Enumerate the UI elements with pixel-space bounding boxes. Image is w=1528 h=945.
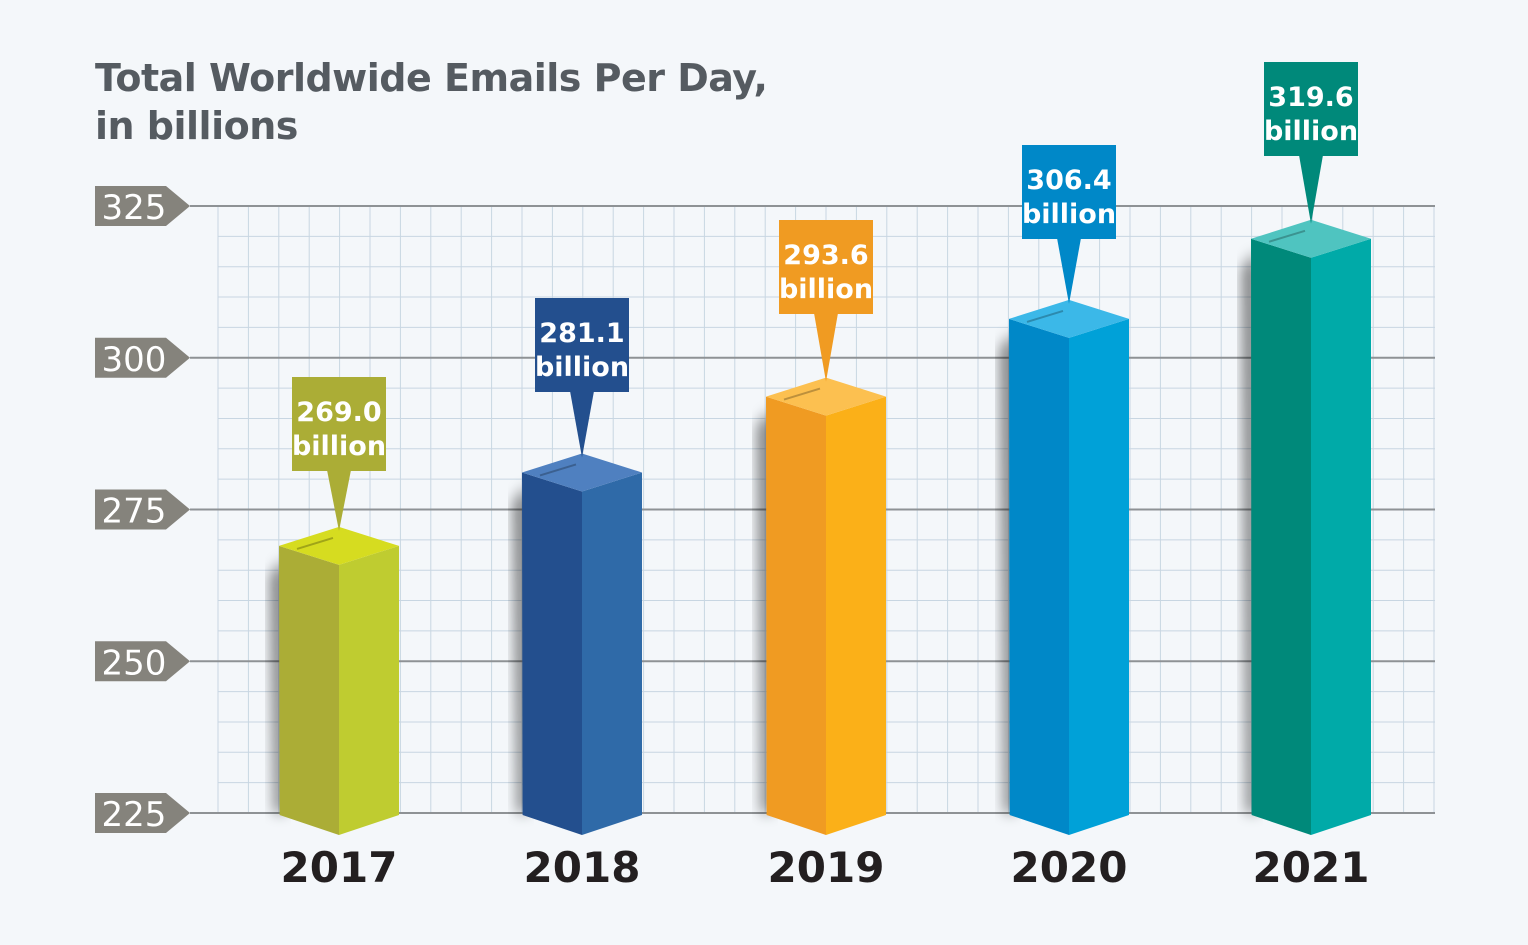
bar-face-right <box>1069 318 1129 836</box>
callout-pointer <box>327 470 351 531</box>
y-tick-label: 325 <box>102 188 167 228</box>
bar-face-right <box>1311 238 1371 835</box>
y-tick-badge <box>95 793 190 833</box>
y-tick-badge <box>95 489 190 530</box>
callout-value: 319.6 <box>1268 82 1353 113</box>
callout-box <box>1022 145 1116 239</box>
y-tick-badge <box>95 641 190 682</box>
y-tick-badge <box>95 186 190 226</box>
bar-face-left <box>1251 238 1311 835</box>
y-tick-325: 325 <box>95 186 190 228</box>
bar-top-groove <box>1026 309 1064 323</box>
y-tick-250: 250 <box>95 641 190 683</box>
bar-face-right <box>826 396 886 835</box>
callout-unit: billion <box>1022 199 1116 230</box>
x-tick-label-2019: 2019 <box>768 843 885 892</box>
x-tick-label-2017: 2017 <box>281 843 398 892</box>
callout-value: 306.4 <box>1026 165 1111 196</box>
callout-value: 281.1 <box>539 318 624 349</box>
y-tick-label: 250 <box>102 643 167 683</box>
callout-pointer <box>1057 238 1081 304</box>
bar-face-left <box>766 396 826 835</box>
callout-pointer <box>1299 155 1323 224</box>
bar-face-top <box>279 526 399 565</box>
callout-box <box>535 298 629 392</box>
x-tick-label-2018: 2018 <box>524 843 641 892</box>
chart-title-line-2: in billions <box>95 104 298 148</box>
bar-top-groove <box>1268 229 1306 243</box>
y-tick-label: 225 <box>102 795 167 835</box>
callout-unit: billion <box>779 274 873 305</box>
chart-title-line-1: Total Worldwide Emails Per Day, <box>95 56 768 100</box>
bar-face-top <box>1251 219 1371 258</box>
y-tick-label: 275 <box>102 492 167 532</box>
callout-box <box>779 220 873 314</box>
bar-2019 <box>758 377 886 835</box>
y-tick-badge <box>95 337 190 378</box>
bar-face-left <box>522 472 582 835</box>
bar-2018 <box>514 453 642 835</box>
callout-unit: billion <box>1264 116 1358 147</box>
bar-face-left <box>279 545 339 835</box>
callout-unit: billion <box>292 431 386 462</box>
bar-top-groove <box>296 536 334 550</box>
callout-pointer <box>814 313 838 382</box>
bar-2020 <box>1001 299 1129 836</box>
bar-face-top <box>522 453 642 492</box>
x-tick-label-2020: 2020 <box>1011 843 1128 892</box>
callout-value: 269.0 <box>296 397 381 428</box>
bar-face-right <box>339 545 399 835</box>
bar-top-groove <box>539 463 577 477</box>
y-tick-300: 300 <box>95 337 190 380</box>
bar-face-right <box>582 472 642 835</box>
bar-2017 <box>271 526 399 835</box>
callout-box <box>292 377 386 471</box>
bar-top-groove <box>783 387 821 401</box>
y-tick-225: 225 <box>95 793 190 835</box>
y-tick-275: 275 <box>95 489 190 532</box>
x-tick-label-2021: 2021 <box>1253 843 1370 892</box>
callout-pointer <box>570 391 594 458</box>
callout-unit: billion <box>535 352 629 383</box>
callout-box <box>1264 62 1358 156</box>
bar-face-left <box>1009 318 1069 836</box>
bar-face-top <box>1009 299 1129 338</box>
callout-value: 293.6 <box>783 240 868 271</box>
bar-face-top <box>766 377 886 416</box>
bar-2021 <box>1243 219 1371 835</box>
y-tick-label: 300 <box>102 340 167 380</box>
